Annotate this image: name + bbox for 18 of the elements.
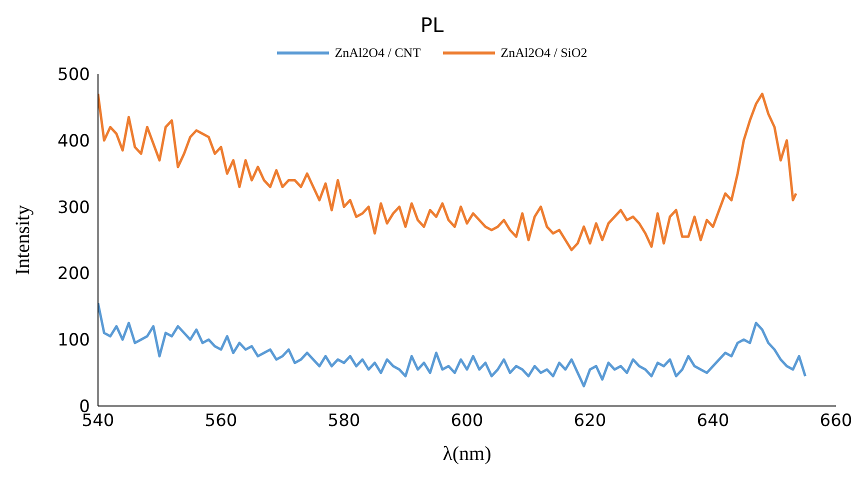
y-tick-label: 500 bbox=[58, 65, 90, 86]
line-series bbox=[98, 302, 806, 388]
x-axis-title: λ(nm) bbox=[442, 443, 492, 465]
y-tick-label: 100 bbox=[58, 330, 90, 351]
y-tick-label: 200 bbox=[58, 264, 90, 284]
y-axis-title: Intensity bbox=[12, 205, 34, 275]
y-tick-label: 400 bbox=[58, 131, 90, 152]
chart-title: PL bbox=[419, 12, 445, 39]
x-tick-label: 600 bbox=[450, 411, 484, 432]
x-tick-label: 660 bbox=[820, 411, 852, 432]
x-tick-label: 620 bbox=[574, 411, 606, 432]
legend-label: ZnAl2O4 / SiO2 bbox=[500, 45, 588, 61]
y-tick-label: 300 bbox=[58, 198, 90, 218]
x-tick-label: 560 bbox=[204, 411, 238, 432]
line-series bbox=[98, 92, 798, 252]
x-tick-label: 580 bbox=[328, 411, 360, 432]
legend-label: ZnAl2O4 / CNT bbox=[334, 45, 421, 61]
x-tick-label: 640 bbox=[696, 411, 730, 432]
